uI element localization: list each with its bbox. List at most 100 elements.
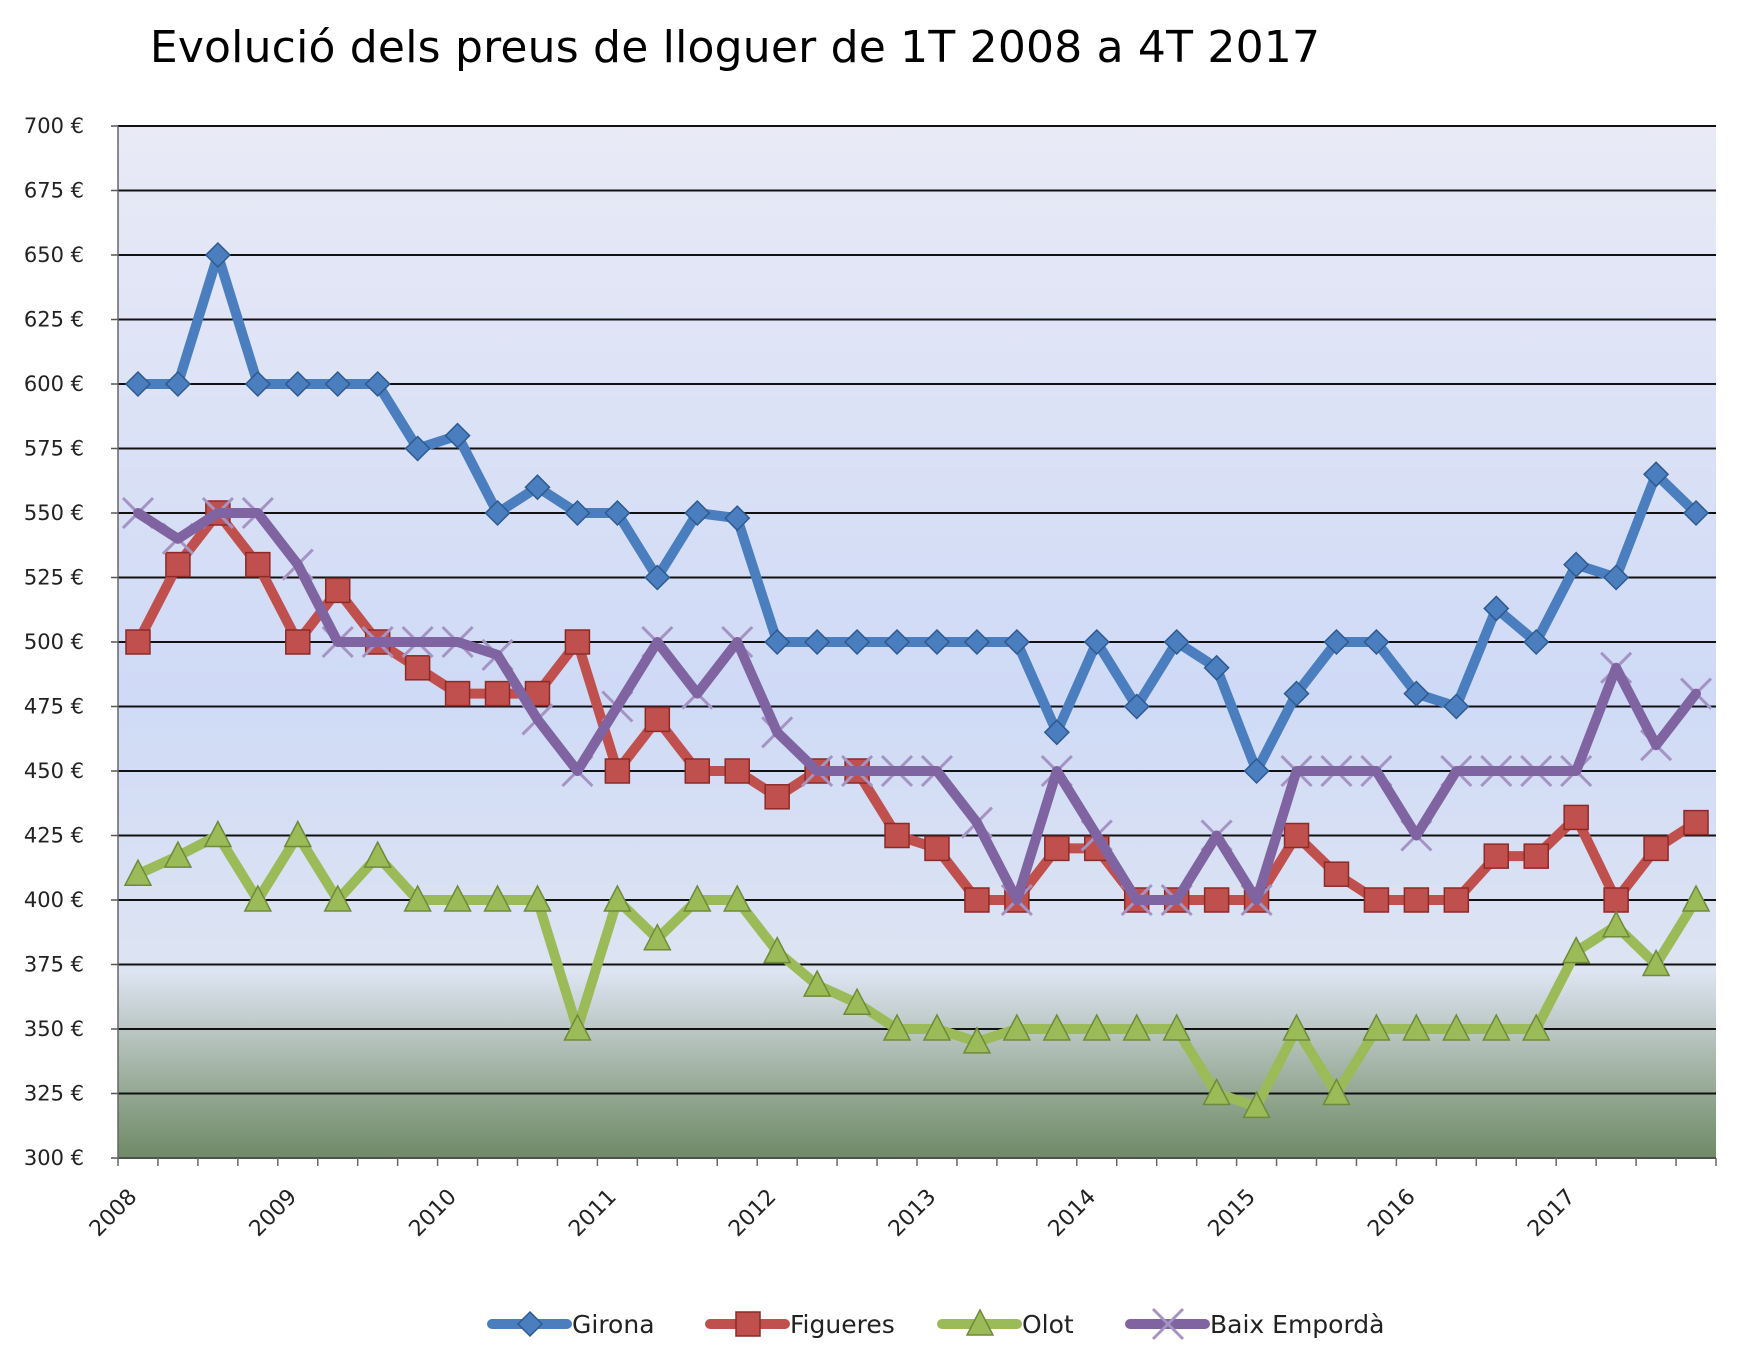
data-point (1243, 757, 1270, 785)
data-point (1003, 628, 1030, 656)
data-point (883, 628, 911, 656)
legend-item: Baix Empordà (1125, 1307, 1385, 1341)
y-tick-label: 675 € (24, 179, 84, 203)
data-point (1002, 1013, 1032, 1041)
data-point (762, 935, 792, 964)
data-point (284, 370, 311, 398)
data-point (924, 835, 950, 862)
data-point (1521, 1013, 1551, 1041)
y-tick-label: 500 € (24, 630, 84, 654)
data-point (1042, 1013, 1072, 1041)
data-point (1363, 887, 1390, 913)
data-point (1283, 680, 1310, 707)
data-point (1482, 1013, 1511, 1041)
data-point (1683, 809, 1709, 836)
data-point (443, 884, 472, 912)
data-point (1603, 564, 1630, 591)
legend: Girona Figueres Olot Baix Empordà (487, 1307, 1385, 1341)
x-tick-label: 2011 (564, 1185, 621, 1242)
data-point (1282, 1013, 1311, 1041)
data-point (1483, 595, 1510, 622)
data-point (764, 784, 790, 810)
data-point (163, 840, 193, 868)
y-tick-label: 300 € (24, 1146, 84, 1170)
data-point (165, 551, 191, 578)
y-tick-label: 400 € (24, 888, 84, 912)
data-point (1561, 935, 1591, 964)
data-point (1403, 887, 1430, 913)
data-point (1403, 680, 1430, 707)
data-point (243, 884, 273, 912)
y-tick-label: 450 € (24, 759, 84, 783)
data-point (444, 680, 471, 707)
legend-label: Baix Empordà (1210, 1310, 1385, 1339)
data-point (1083, 628, 1110, 656)
data-point (523, 884, 552, 912)
data-point (1601, 910, 1631, 938)
data-point (882, 1013, 912, 1041)
data-point (1363, 628, 1390, 656)
data-point (684, 758, 711, 784)
y-tick-label: 325 € (24, 1082, 84, 1106)
series-girona (124, 241, 1710, 785)
data-point (1322, 1077, 1351, 1106)
data-point (1443, 887, 1470, 913)
data-point (1163, 628, 1190, 656)
data-point (444, 422, 471, 449)
data-point (722, 884, 752, 912)
data-point (1682, 499, 1710, 527)
data-point (244, 370, 271, 398)
data-point (483, 884, 512, 912)
data-point (1082, 1013, 1112, 1041)
data-point (884, 822, 910, 849)
data-point (484, 680, 511, 707)
legend-label: Figueres (790, 1310, 895, 1339)
data-point (516, 1310, 544, 1338)
data-point (1162, 1013, 1191, 1041)
data-point (1643, 835, 1669, 862)
data-point (1151, 1307, 1185, 1341)
data-point (964, 887, 990, 913)
series-line (133, 250, 1701, 776)
y-tick-label: 425 € (24, 824, 84, 848)
data-point (1681, 884, 1711, 912)
y-tick-label: 550 € (24, 501, 84, 525)
series-olot (123, 819, 1711, 1119)
data-point (245, 551, 271, 578)
y-tick-label: 375 € (24, 953, 84, 977)
data-point (1242, 1090, 1271, 1119)
data-point (524, 474, 551, 501)
data-point (1202, 1077, 1231, 1106)
y-tick-label: 650 € (24, 243, 84, 267)
x-tick-label: 2015 (1204, 1185, 1261, 1242)
data-point (644, 706, 671, 733)
data-point (922, 1013, 952, 1041)
data-point (323, 884, 352, 912)
legend-label: Girona (572, 1310, 655, 1339)
data-point (683, 884, 712, 912)
y-tick-label: 700 € (24, 114, 84, 138)
data-point (724, 505, 751, 532)
data-point (285, 629, 311, 655)
data-point (963, 628, 990, 656)
y-tick-label: 350 € (24, 1017, 84, 1041)
y-tick-label: 575 € (24, 437, 84, 461)
data-point (324, 577, 351, 604)
x-tick-label: 2017 (1523, 1185, 1580, 1242)
data-point (1362, 1013, 1391, 1041)
data-point (1563, 804, 1589, 831)
legend-item: Girona (487, 1310, 655, 1339)
data-point (563, 1013, 592, 1041)
data-point (124, 370, 152, 398)
legend-label: Olot (1022, 1310, 1074, 1339)
data-point (923, 628, 951, 656)
data-point (1203, 654, 1230, 681)
series-baix-empordà (121, 496, 1713, 917)
data-point (1523, 843, 1549, 869)
data-point (204, 241, 231, 269)
data-point (965, 1308, 995, 1336)
data-point (1123, 693, 1150, 720)
data-point (564, 629, 591, 655)
legend-item: Olot (937, 1308, 1074, 1339)
